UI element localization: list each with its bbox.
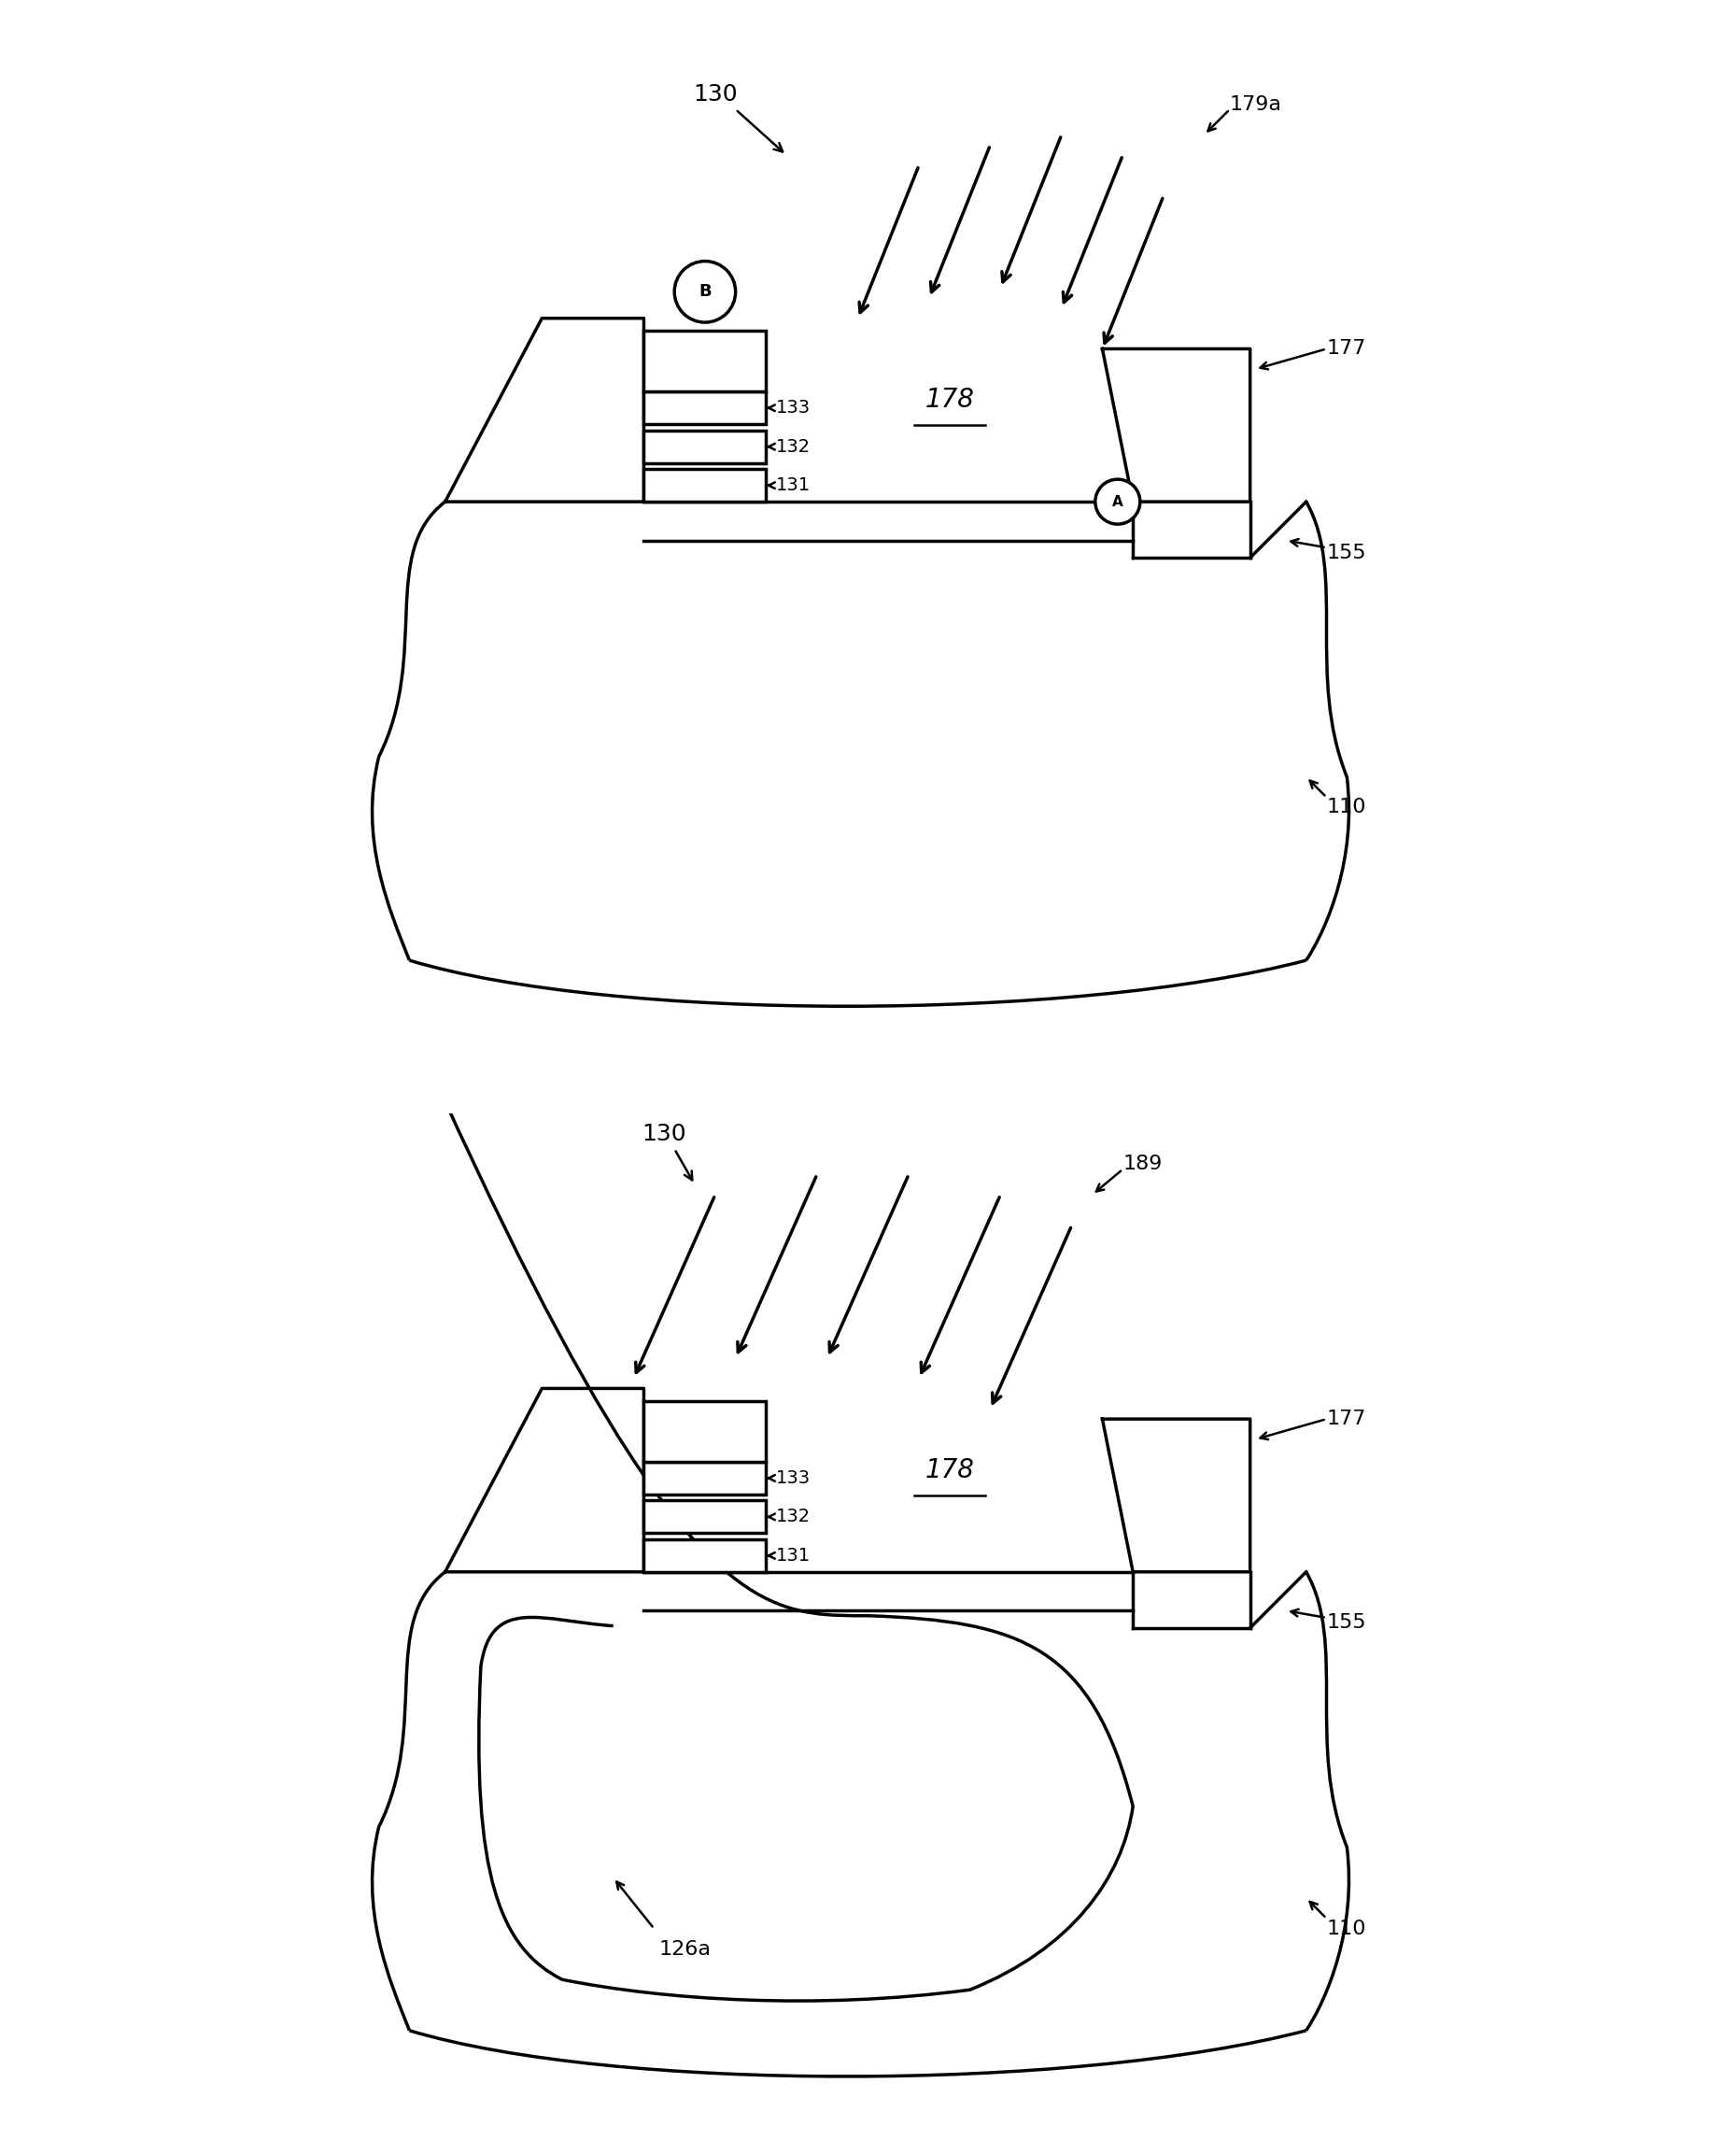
Text: 179a: 179a [1229,95,1281,114]
Text: 178: 178 [925,1456,974,1484]
Text: 177: 177 [1326,340,1366,358]
Text: 130: 130 [642,1122,686,1144]
Bar [644,1540,766,1572]
Text: 178: 178 [925,388,974,414]
Text: 110: 110 [1326,799,1366,816]
Bar [644,392,766,424]
Text: 155: 155 [1326,543,1366,562]
Bar [644,431,766,463]
Text: 155: 155 [1326,1613,1366,1633]
Text: A: A [1113,495,1123,508]
Text: 132: 132 [776,437,811,454]
Bar [644,1463,766,1495]
Bar [644,470,766,502]
Text: 189: 189 [1123,1155,1163,1174]
Text: 133: 133 [776,398,811,418]
Text: 131: 131 [776,1547,811,1564]
Text: 126a: 126a [658,1939,710,1958]
Text: 130: 130 [693,82,738,106]
Text: 177: 177 [1326,1409,1366,1428]
Bar [644,330,766,392]
Text: 133: 133 [776,1469,811,1486]
Bar [644,1400,766,1463]
Circle shape [1095,480,1141,523]
Bar [644,1501,766,1534]
Circle shape [674,261,736,323]
Text: 131: 131 [776,476,811,493]
Text: B: B [698,284,712,299]
Text: 132: 132 [776,1508,811,1525]
Text: 110: 110 [1326,1919,1366,1939]
